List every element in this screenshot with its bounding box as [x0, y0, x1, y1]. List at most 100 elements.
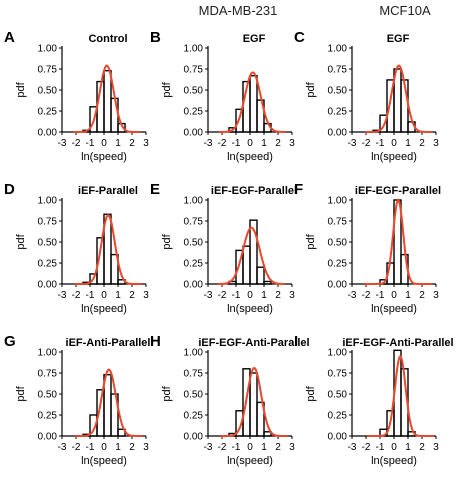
panel-letter: B — [150, 29, 161, 46]
y-tick-label: 0.00 — [184, 280, 204, 291]
panel-b: B EGF 0.00 0.25 0.50 0.75 1.00 -3 -2 -1 0 1 2 3 ln(spe… — [150, 29, 295, 163]
x-tick-label: -2 — [72, 138, 81, 149]
gaussian-fit-line — [366, 354, 434, 437]
gaussian-fit-line — [220, 366, 288, 437]
y-tick-label: 0.75 — [38, 369, 58, 380]
panel-letter: H — [150, 333, 161, 350]
y-tick-label: 0.25 — [184, 411, 204, 422]
x-tick-label: 0 — [101, 138, 107, 149]
x-tick-label: -1 — [86, 138, 95, 149]
histogram-bar — [103, 213, 112, 285]
y-tick-label: 1.00 — [184, 44, 204, 55]
x-tick-label: 2 — [419, 138, 425, 149]
x-tick-label: 0 — [391, 138, 397, 149]
panel-letter: G — [4, 333, 16, 350]
histogram-bar — [263, 431, 272, 437]
gaussian-fit-line — [75, 368, 143, 437]
x-tick-label: -3 — [348, 442, 357, 453]
x-tick-label: 0 — [101, 290, 107, 301]
y-axis-label: pdf — [305, 81, 317, 97]
x-tick-label: 2 — [419, 442, 425, 453]
x-tick-label: 2 — [129, 138, 135, 149]
y-tick-label: 0.00 — [184, 432, 204, 443]
histogram-bar — [242, 245, 251, 285]
histogram-bar — [110, 393, 119, 437]
x-tick-label: -1 — [86, 290, 95, 301]
panel-letter: E — [150, 181, 160, 198]
x-tick-label: -2 — [72, 442, 81, 453]
x-axis-label: ln(speed) — [81, 455, 127, 467]
y-tick-label: 0.25 — [38, 107, 58, 118]
x-tick-label: 2 — [419, 290, 425, 301]
panel-letter: C — [294, 29, 305, 46]
y-tick-label: 0.50 — [38, 390, 58, 401]
panel-title: iEF-EGF-Anti-Parallel — [342, 337, 453, 349]
x-tick-label: 1 — [115, 442, 121, 453]
y-tick-label: 0.00 — [38, 280, 58, 291]
x-tick-label: 1 — [115, 138, 121, 149]
y-tick-label: 0.25 — [184, 259, 204, 270]
x-tick-label: 1 — [261, 138, 267, 149]
x-axis-label: ln(speed) — [227, 303, 273, 315]
gaussian-fit-line — [217, 226, 285, 285]
x-tick-label: 0 — [391, 442, 397, 453]
panel-title: Control — [88, 33, 127, 45]
x-tick-label: 3 — [289, 290, 295, 301]
x-tick-label: -3 — [58, 138, 67, 149]
y-tick-label: 0.25 — [328, 259, 348, 270]
y-tick-label: 0.25 — [328, 411, 348, 422]
x-tick-label: 3 — [433, 290, 439, 301]
x-tick-label: 3 — [433, 138, 439, 149]
y-tick-label: 0.75 — [328, 217, 348, 228]
y-axis-label: pdf — [161, 233, 173, 249]
x-tick-label: -2 — [362, 290, 371, 301]
x-tick-label: 3 — [433, 442, 439, 453]
x-axis-label: ln(speed) — [371, 455, 417, 467]
x-axis-label: ln(speed) — [371, 151, 417, 163]
y-tick-label: 0.50 — [184, 86, 204, 97]
x-tick-label: 1 — [261, 290, 267, 301]
y-axis-label: pdf — [305, 385, 317, 401]
y-axis-label: pdf — [305, 233, 317, 249]
x-tick-label: 2 — [275, 290, 281, 301]
y-tick-label: 0.00 — [38, 128, 58, 139]
histogram-bar — [263, 280, 272, 285]
x-tick-label: -3 — [58, 442, 67, 453]
x-tick-label: 0 — [247, 138, 253, 149]
x-tick-label: -2 — [362, 442, 371, 453]
gaussian-fit-line — [365, 64, 433, 133]
y-axis-label: pdf — [15, 233, 27, 249]
x-tick-label: 3 — [143, 442, 149, 453]
x-tick-label: -3 — [204, 290, 213, 301]
panel-title: iEF-EGF-Parallel — [355, 185, 441, 197]
x-tick-label: -1 — [232, 290, 241, 301]
y-tick-label: 0.25 — [38, 259, 58, 270]
x-tick-label: 3 — [289, 442, 295, 453]
y-tick-label: 0.50 — [38, 86, 58, 97]
x-tick-label: -3 — [58, 290, 67, 301]
x-tick-label: 2 — [129, 442, 135, 453]
y-tick-label: 0.75 — [328, 65, 348, 76]
panel-title: iEF-Anti-Parallel — [66, 337, 151, 349]
y-axis-label: pdf — [15, 81, 27, 97]
y-tick-label: 0.00 — [38, 432, 58, 443]
y-tick-label: 0.00 — [328, 432, 348, 443]
panel-letter: F — [294, 181, 303, 198]
panel-a: A Control 0.00 0.25 0.50 0.75 1.00 -3 -2 -1 0 1 2 3 ln… — [4, 29, 149, 163]
y-axis-label: pdf — [15, 385, 27, 401]
x-tick-label: -3 — [204, 442, 213, 453]
x-tick-label: 1 — [115, 290, 121, 301]
gaussian-fit-line — [74, 213, 142, 285]
panel-title: iEF-EGF-Parallel — [211, 185, 297, 197]
histogram-bar — [256, 99, 265, 133]
y-tick-label: 1.00 — [328, 44, 348, 55]
panel-title: iEF-EGF-Anti-Parallel — [198, 337, 309, 349]
y-tick-label: 0.25 — [38, 411, 58, 422]
y-axis-label: pdf — [161, 385, 173, 401]
y-tick-label: 0.75 — [184, 217, 204, 228]
x-axis-label: ln(speed) — [371, 303, 417, 315]
histogram-bar — [249, 372, 258, 437]
x-tick-label: -1 — [232, 138, 241, 149]
